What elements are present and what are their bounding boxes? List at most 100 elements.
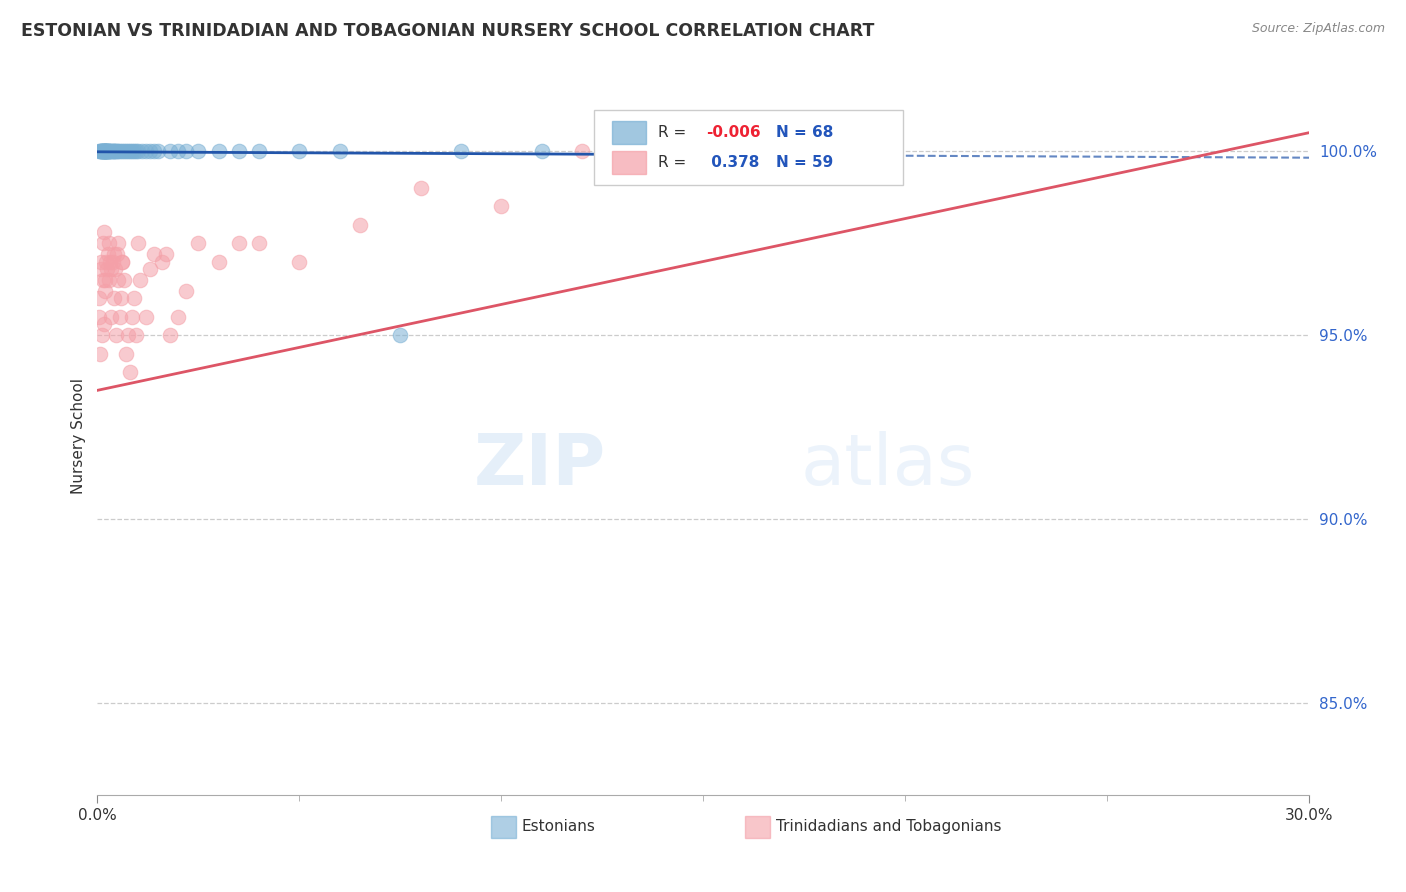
- Point: [93, 144, 115, 158]
- Point: [530, 144, 553, 158]
- Point: [89, 291, 111, 305]
- Point: [89, 144, 111, 158]
- Point: [91, 144, 114, 158]
- Point: [187, 144, 209, 158]
- Point: [93, 144, 115, 158]
- Point: [94, 144, 117, 158]
- Point: [135, 310, 157, 324]
- Point: [103, 144, 125, 158]
- Text: R =: R =: [658, 155, 692, 170]
- Point: [125, 328, 148, 343]
- Point: [91, 144, 114, 158]
- Point: [111, 254, 134, 268]
- Point: [107, 273, 129, 287]
- Point: [89, 346, 111, 360]
- Point: [96, 144, 118, 158]
- Point: [96, 144, 118, 158]
- Point: [93, 317, 115, 331]
- Text: atlas: atlas: [800, 431, 974, 500]
- Point: [117, 328, 139, 343]
- Point: [491, 199, 513, 213]
- Point: [94, 144, 117, 158]
- Point: [389, 328, 412, 343]
- Point: [98, 273, 121, 287]
- Point: [122, 144, 145, 158]
- Point: [104, 261, 127, 276]
- Point: [288, 144, 311, 158]
- Point: [110, 291, 132, 305]
- Text: ZIP: ZIP: [474, 431, 606, 500]
- Point: [97, 144, 120, 158]
- Bar: [613, 121, 647, 145]
- Point: [89, 144, 111, 158]
- Text: -0.006: -0.006: [706, 125, 761, 140]
- Text: Estonians: Estonians: [522, 819, 595, 834]
- Point: [142, 144, 165, 158]
- Point: [87, 310, 110, 324]
- Point: [108, 310, 131, 324]
- Point: [110, 254, 132, 268]
- Point: [105, 247, 128, 261]
- Point: [94, 144, 117, 158]
- Bar: [613, 152, 647, 174]
- Point: [107, 144, 129, 158]
- Point: [90, 144, 112, 158]
- Point: [207, 144, 229, 158]
- Point: [131, 144, 153, 158]
- FancyBboxPatch shape: [595, 110, 903, 186]
- Point: [93, 236, 115, 251]
- Text: N = 68: N = 68: [776, 125, 834, 140]
- Point: [93, 144, 115, 158]
- Point: [187, 236, 209, 251]
- Point: [117, 144, 139, 158]
- Point: [103, 291, 125, 305]
- Point: [96, 254, 118, 268]
- Point: [91, 144, 114, 158]
- Point: [450, 144, 472, 158]
- Point: [98, 144, 121, 158]
- Point: [108, 144, 131, 158]
- Text: ESTONIAN VS TRINIDADIAN AND TOBAGONIAN NURSERY SCHOOL CORRELATION CHART: ESTONIAN VS TRINIDADIAN AND TOBAGONIAN N…: [21, 22, 875, 40]
- Point: [127, 236, 149, 251]
- Text: Source: ZipAtlas.com: Source: ZipAtlas.com: [1251, 22, 1385, 36]
- Point: [98, 254, 121, 268]
- Point: [349, 218, 371, 232]
- Point: [96, 261, 118, 276]
- Point: [103, 247, 125, 261]
- Point: [167, 144, 190, 158]
- Point: [100, 261, 122, 276]
- Point: [155, 247, 177, 261]
- Point: [167, 310, 190, 324]
- Point: [121, 310, 143, 324]
- Point: [94, 273, 117, 287]
- Point: [103, 144, 125, 158]
- Point: [207, 254, 229, 268]
- Point: [692, 144, 714, 158]
- Point: [672, 162, 695, 177]
- Point: [118, 365, 141, 379]
- Point: [150, 254, 173, 268]
- Point: [125, 144, 148, 158]
- Point: [128, 273, 150, 287]
- Point: [90, 254, 112, 268]
- Point: [247, 236, 270, 251]
- Point: [127, 144, 149, 158]
- Point: [100, 144, 122, 158]
- Point: [112, 144, 135, 158]
- Point: [107, 236, 129, 251]
- Point: [94, 144, 117, 158]
- Point: [96, 144, 118, 158]
- Point: [247, 144, 270, 158]
- Point: [100, 310, 122, 324]
- Point: [110, 144, 132, 158]
- Point: [93, 284, 115, 298]
- Point: [97, 236, 120, 251]
- Point: [174, 144, 197, 158]
- Point: [135, 144, 157, 158]
- Point: [122, 291, 145, 305]
- Point: [104, 144, 127, 158]
- Point: [91, 328, 114, 343]
- Point: [101, 254, 124, 268]
- Point: [98, 144, 121, 158]
- Point: [91, 273, 114, 287]
